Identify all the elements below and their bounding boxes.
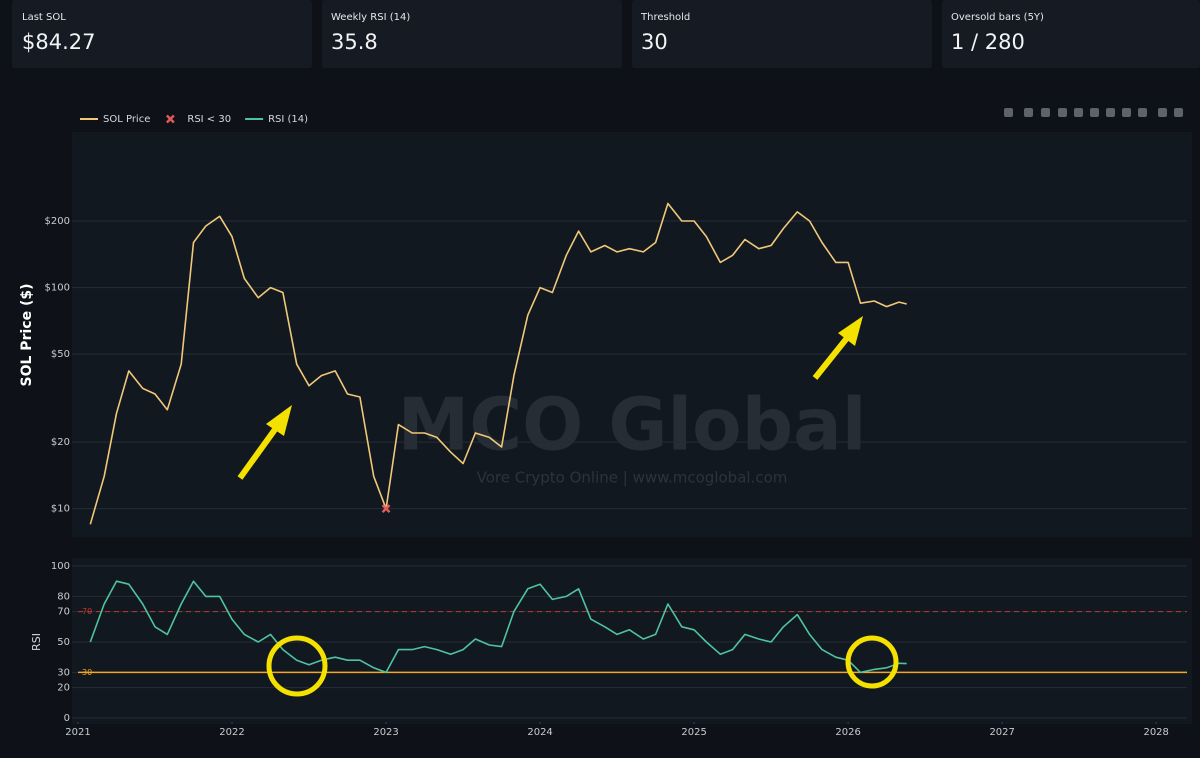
annotations	[237, 316, 899, 697]
x-tick-label: 2026	[835, 727, 860, 738]
y-tick-label: 100	[51, 561, 70, 572]
card-value: 1 / 280	[951, 30, 1025, 54]
metric-card: Threshold 30	[632, 0, 932, 68]
x-tick-label: 2023	[373, 727, 398, 738]
card-label: Last SOL	[22, 12, 66, 23]
x-tick-label: 2028	[1143, 727, 1168, 738]
legend-marker	[165, 114, 175, 124]
card-bg	[942, 0, 1200, 68]
y-tick-label: 70	[57, 607, 70, 618]
series-line	[89, 202, 907, 525]
threshold-label: 30	[82, 668, 92, 677]
toolbar-icon[interactable]	[1106, 108, 1115, 117]
y-tick-label: $50	[51, 349, 70, 360]
legend-label: RSI (14)	[268, 114, 308, 125]
y-tick-label: $100	[45, 283, 70, 294]
toolbar-icon[interactable]	[1041, 108, 1050, 117]
highlight-circle	[845, 635, 899, 689]
arrow-shaft	[812, 336, 850, 380]
metric-card: Last SOL $84.27	[12, 0, 312, 68]
y-tick-label: $20	[51, 437, 70, 448]
y-axis-title: SOL Price ($)	[19, 284, 35, 387]
toolbar-icon[interactable]	[1122, 108, 1131, 117]
card-label: Oversold bars (5Y)	[951, 12, 1044, 23]
y-axis-title: RSI	[30, 633, 43, 651]
y-tick-label: $10	[51, 504, 70, 515]
threshold-label: 70	[82, 607, 92, 616]
toolbar-icon[interactable]	[1158, 108, 1167, 117]
price-plot-area	[72, 132, 1192, 537]
y-tick-label: 30	[57, 667, 70, 678]
toolbar-icon[interactable]	[1174, 108, 1183, 117]
watermark-title: MCO Global	[398, 383, 867, 467]
card-label: Threshold	[640, 12, 690, 23]
x-tick-label: 2022	[219, 727, 244, 738]
x-tick-label: 2025	[681, 727, 706, 738]
plots: $10 $20 $50 $100 $200 SOL Price ($) 0 20 30 50 70 8…	[19, 114, 1187, 738]
rsi-plot-area	[72, 558, 1192, 724]
x-tick-label: 2021	[65, 727, 90, 738]
toolbar-icon[interactable]	[1058, 108, 1067, 117]
toolbar-icon[interactable]	[1024, 108, 1033, 117]
y-tick-label: 80	[57, 591, 70, 602]
legend-label: RSI < 30	[187, 114, 231, 125]
y-tick-label: 0	[64, 713, 70, 724]
toolbar-icon[interactable]	[1138, 108, 1147, 117]
card-bg	[12, 0, 312, 68]
toolbar[interactable]	[1004, 108, 1183, 117]
highlight-circle	[266, 635, 328, 697]
card-bg	[322, 0, 622, 68]
x-tick-label: 2027	[989, 727, 1014, 738]
arrow-shaft	[237, 426, 279, 480]
arrow-head	[838, 316, 863, 346]
card-bg	[632, 0, 932, 68]
card-value: 35.8	[331, 30, 378, 54]
toolbar-icon[interactable]	[1074, 108, 1083, 117]
series-line	[89, 580, 907, 674]
y-tick-label: 20	[57, 683, 70, 694]
card-value: $84.27	[22, 30, 95, 54]
metric-card: Oversold bars (5Y) 1 / 280	[942, 0, 1200, 68]
toolbar-icon[interactable]	[1090, 108, 1099, 117]
metric-card: Weekly RSI (14) 35.8	[322, 0, 622, 68]
y-tick-label: 50	[57, 637, 70, 648]
oversold-marker	[381, 504, 391, 514]
card-value: 30	[641, 30, 668, 54]
arrow-head	[266, 405, 292, 436]
watermark-subtitle: Vore Crypto Online | www.mcoglobal.com	[477, 469, 788, 487]
card-label: Weekly RSI (14)	[331, 12, 410, 23]
toolbar-icon[interactable]	[1004, 108, 1013, 117]
x-tick-label: 2024	[527, 727, 552, 738]
y-tick-label: $200	[45, 216, 70, 227]
legend-label: SOL Price	[103, 114, 150, 125]
